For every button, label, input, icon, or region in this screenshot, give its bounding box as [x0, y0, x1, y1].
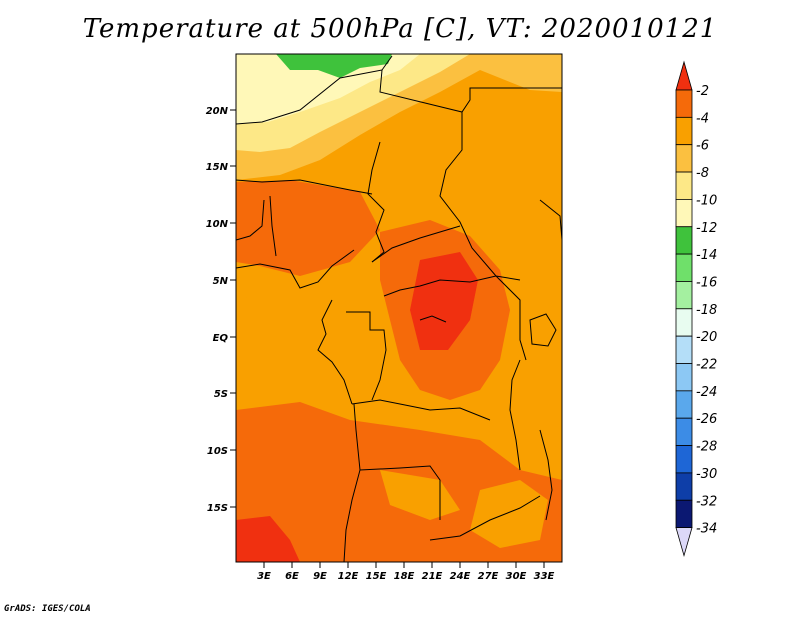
border-sahel [236, 179, 373, 195]
lat-label: 15N [206, 162, 229, 173]
border-drc-angola [351, 399, 491, 421]
border-niger-chad [367, 141, 385, 263]
colorbar-swatch [675, 144, 693, 173]
border-uganda [495, 275, 527, 361]
lat-label: 10S [207, 446, 228, 457]
colorbar-label: -28 [696, 440, 717, 455]
colorbar-swatch [675, 89, 693, 118]
border-car-north [371, 225, 461, 263]
colorbar-label: -2 [696, 84, 709, 99]
latitude-axis: 20N 15N 10N 5N EQ 5S 10S 15S [206, 106, 236, 514]
field-orange-south [470, 480, 548, 548]
lon-label: 6E [285, 571, 299, 582]
colorbar-bottom-arrow [675, 527, 693, 558]
lake-victoria [529, 313, 557, 347]
colorbar-swatch [675, 308, 693, 337]
lat-label: 15S [207, 503, 228, 514]
lat-label: 5N [213, 276, 229, 287]
colorbar-label: -22 [696, 358, 717, 373]
colorbar-label: -6 [696, 139, 709, 154]
colorbar: -2 -4 -6 -8 -10 -12 -14 -16 -18 -20 -22 -24 -26 -28 -3… [675, 60, 717, 558]
colorbar-label: -4 [696, 111, 709, 126]
border-chad-sudan [439, 112, 521, 281]
lat-label: 10N [206, 219, 229, 230]
border-west-2 [269, 195, 277, 257]
lon-label: 30E [506, 571, 527, 582]
lon-label: 15E [366, 571, 387, 582]
colorbar-label: -14 [696, 248, 717, 263]
lon-label: 24E [450, 571, 471, 582]
country-borders [236, 55, 562, 562]
colorbar-swatch [675, 390, 693, 419]
border-angola-zambia [359, 465, 441, 520]
colorbar-swatch [675, 417, 693, 446]
border-car-south [383, 275, 497, 297]
border-west [236, 199, 265, 241]
border-zambia-south [429, 495, 541, 541]
colorbar-swatch [675, 253, 693, 282]
grads-credit: GrADS: IGES/COLA [4, 604, 91, 614]
lon-label: 33E [534, 571, 555, 582]
border-congo [346, 311, 387, 401]
border-sahara [236, 69, 562, 125]
colorbar-swatch [675, 198, 693, 228]
colorbar-label: -34 [696, 522, 717, 537]
colorbar-label: -32 [696, 494, 717, 509]
colorbar-label: -18 [696, 303, 717, 318]
colorbar-label: -24 [696, 385, 717, 400]
river-congo [419, 315, 447, 323]
border-north [381, 55, 393, 71]
longitude-axis: 3E 6E 9E 12E 15E 18E 21E 24E 27E 30E 33E [257, 562, 555, 582]
colorbar-label: -8 [696, 166, 709, 181]
colorbar-swatch [675, 445, 693, 474]
lon-label: 27E [478, 571, 499, 582]
colorbar-swatch [675, 499, 693, 529]
colorbar-swatch [675, 226, 693, 255]
colorbar-top-arrow [675, 60, 693, 91]
field-hot-congo [410, 252, 478, 350]
coastline-angola [343, 403, 361, 562]
lon-label: 3E [257, 571, 271, 582]
temperature-field [236, 54, 562, 562]
field-orange-atlantic [236, 290, 300, 392]
lat-label: 5S [214, 389, 228, 400]
colorbar-label: -10 [696, 193, 717, 208]
colorbar-swatch [675, 335, 693, 364]
colorbar-swatch [675, 171, 693, 200]
border-ethiopia [539, 199, 562, 241]
colorbar-label: -30 [696, 467, 717, 482]
lon-label: 18E [394, 571, 415, 582]
field-hot-southwest [236, 516, 300, 562]
coastline-gulf-guinea [236, 249, 355, 289]
field-band-14 [276, 54, 392, 78]
lat-label: 20N [206, 106, 229, 117]
colorbar-swatch [675, 281, 693, 310]
colorbar-swatch [675, 363, 693, 392]
lon-label: 9E [313, 571, 327, 582]
map-frame [235, 53, 563, 563]
colorbar-label: -16 [696, 275, 717, 290]
colorbar-label: -20 [696, 330, 717, 345]
colorbar-label: -12 [696, 221, 717, 236]
lake-malawi [539, 429, 553, 521]
lat-label: EQ [213, 333, 229, 344]
field-warm-west [236, 180, 380, 276]
lon-label: 12E [338, 571, 359, 582]
colorbar-swatch [675, 116, 693, 146]
coastline-gabon [317, 299, 353, 405]
plot-title: Temperature at 500hPa [C], VT: 202001012… [82, 14, 718, 44]
colorbar-label: -26 [696, 412, 717, 427]
colorbar-swatch [675, 472, 693, 501]
lake-tanganyika [509, 359, 521, 471]
lon-label: 21E [422, 571, 443, 582]
